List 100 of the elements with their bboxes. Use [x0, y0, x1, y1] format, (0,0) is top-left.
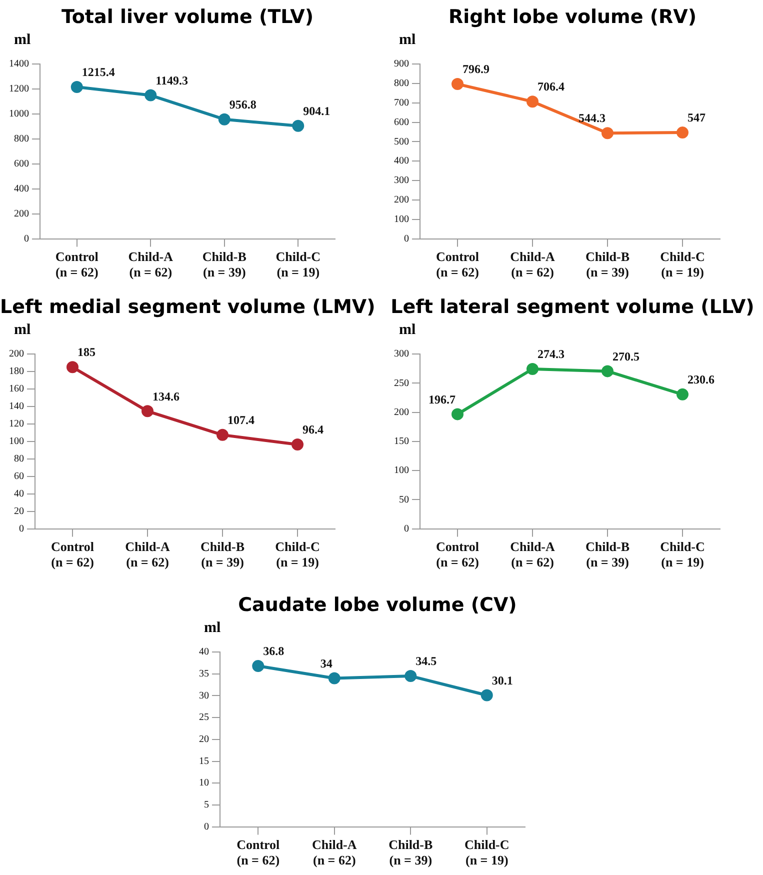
data-label: 796.9 — [462, 62, 490, 76]
y-tick-label: 80 — [14, 454, 24, 465]
x-tick-label: Child-A (n = 62) — [510, 248, 556, 280]
y-tick-label: 120 — [9, 418, 24, 430]
chart-title: Left medial segment volume (LMV) — [0, 295, 376, 320]
y-tick-label: 50 — [399, 494, 409, 506]
x-tick-label: Child-C (n = 19) — [464, 836, 510, 868]
point — [452, 78, 464, 90]
point — [602, 365, 614, 378]
y-tick-label: 100 — [394, 465, 409, 476]
y-axis-title: ml — [13, 32, 32, 50]
y-tick-label: 300 — [394, 348, 409, 360]
data-label: 30.1 — [492, 673, 513, 688]
data-label: 230.6 — [688, 372, 714, 387]
y-tick-label: 15 — [199, 756, 209, 767]
y-tick-label: 40 — [199, 646, 209, 658]
data-label: 274.3 — [538, 347, 564, 362]
x-tick-label: Child-B (n = 39) — [388, 836, 433, 868]
y-tick-label: 200 — [14, 208, 29, 220]
point — [328, 672, 340, 684]
data-label: 185 — [78, 345, 96, 360]
point — [70, 81, 83, 94]
point — [452, 408, 464, 420]
y-tick-label: 800 — [14, 134, 29, 145]
y-tick-label: 0 — [404, 523, 409, 534]
y-tick-label: 20 — [199, 734, 209, 746]
y-tick-label: 0 — [204, 821, 209, 832]
data-label: 34 — [320, 656, 332, 670]
data-label: 1149.3 — [156, 73, 188, 88]
y-tick-label: 60 — [14, 470, 24, 482]
x-tick-label: Control (n = 62) — [436, 538, 480, 570]
y-tick-label: 1400 — [9, 58, 29, 70]
y-tick-label: 100 — [394, 214, 409, 226]
chart-title: Total liver volume (TLV) — [60, 5, 315, 30]
point — [144, 89, 157, 102]
y-tick-label: 900 — [394, 58, 409, 70]
data-label: 196.7 — [428, 392, 456, 406]
y-tick-label: 180 — [9, 366, 24, 378]
data-label: 706.4 — [538, 80, 564, 94]
data-label: 547 — [688, 110, 706, 125]
point — [252, 660, 264, 672]
x-tick-label: Child-C (n = 19) — [660, 538, 705, 570]
data-label: 544.3 — [578, 111, 606, 126]
x-tick-label: Child-B (n = 39) — [200, 538, 245, 570]
point — [66, 361, 78, 374]
y-tick-label: 300 — [394, 175, 409, 186]
y-tick-label: 140 — [9, 401, 24, 412]
data-label: 34.5 — [416, 654, 437, 668]
x-tick-label: Child-A (n = 62) — [312, 836, 358, 868]
chart-title: Right lobe volume (RV) — [447, 5, 698, 30]
x-tick-label: Child-B (n = 39) — [202, 248, 247, 280]
x-tick-label: Child-C (n = 19) — [275, 538, 320, 570]
y-tick-label: 600 — [394, 116, 409, 128]
y-tick-label: 10 — [199, 778, 209, 789]
y-axis-title: ml — [398, 322, 417, 340]
data-label: 134.6 — [152, 389, 180, 404]
point — [602, 127, 614, 140]
x-tick-label: Child-C (n = 19) — [660, 248, 705, 280]
x-tick-label: Child-C (n = 19) — [276, 248, 321, 280]
y-tick-label: 200 — [9, 348, 24, 360]
y-tick-label: 5 — [204, 800, 209, 811]
y-tick-label: 100 — [9, 436, 24, 448]
y-tick-label: 0 — [404, 233, 409, 244]
x-tick-label: Control (n = 62) — [55, 248, 99, 280]
point — [292, 438, 304, 451]
chart-title: Left lateral segment volume (LLV) — [390, 295, 756, 320]
point — [526, 96, 538, 108]
y-tick-label: 40 — [14, 488, 24, 500]
y-tick-label: 0 — [24, 233, 29, 244]
data-label: 96.4 — [302, 422, 324, 437]
y-tick-label: 500 — [394, 136, 409, 148]
y-tick-label: 1200 — [9, 84, 29, 95]
data-label: 956.8 — [229, 97, 256, 112]
point — [676, 388, 688, 400]
point — [404, 670, 417, 682]
y-tick-label: 700 — [394, 97, 409, 108]
point — [526, 362, 538, 375]
y-tick-label: 200 — [394, 194, 409, 206]
y-tick-label: 600 — [14, 158, 29, 170]
x-tick-label: Child-A (n = 62) — [510, 538, 556, 570]
x-tick-label: Control (n = 62) — [436, 248, 480, 280]
y-tick-label: 160 — [9, 384, 24, 395]
point — [142, 405, 154, 418]
y-tick-label: 250 — [394, 378, 409, 389]
y-axis-title: ml — [398, 32, 417, 50]
point — [216, 428, 228, 441]
x-tick-label: Child-A (n = 62) — [128, 248, 174, 280]
y-tick-label: 30 — [199, 690, 209, 702]
y-tick-label: 400 — [394, 156, 409, 167]
y-tick-label: 800 — [394, 78, 409, 90]
y-tick-label: 200 — [394, 406, 409, 418]
x-tick-label: Control (n = 62) — [50, 538, 94, 570]
data-label: 904.1 — [303, 104, 330, 118]
data-label: 107.4 — [228, 413, 254, 428]
x-tick-label: Child-B (n = 39) — [585, 248, 630, 280]
data-label: 36.8 — [263, 644, 284, 658]
y-tick-label: 400 — [14, 183, 29, 194]
y-axis-title: ml — [13, 322, 32, 340]
point — [292, 120, 304, 132]
point — [480, 689, 493, 702]
